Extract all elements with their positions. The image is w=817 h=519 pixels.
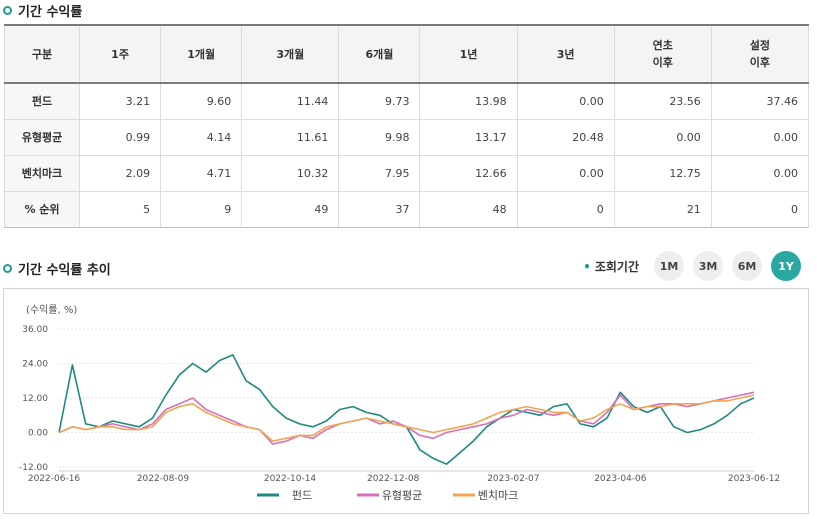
column-header: 3개월 — [241, 24, 340, 84]
table-cell: 13.98 — [419, 82, 518, 120]
column-header: 1년 — [419, 24, 518, 84]
period-button-3m[interactable]: 3M — [693, 251, 723, 281]
return-trend-chart: (수익률, %) 36.00 24.00 12.00 0.00 -12.00 2022-06… — [3, 288, 809, 514]
table-cell: 11.44 — [241, 82, 340, 120]
table-cell: 20.48 — [516, 118, 615, 156]
x-tick-label: 2023-06-12 — [728, 474, 780, 484]
table-cell: 48 — [419, 190, 518, 228]
table-cell: 0 — [710, 190, 810, 228]
bullet-circle-icon — [3, 264, 12, 273]
table-cell: 10.32 — [241, 154, 340, 192]
legend-label: 벤치마크 — [478, 489, 518, 502]
x-tick-label: 2022-10-14 — [264, 474, 317, 484]
table-header-row: 구분 1주 1개월 3개월 6개월 1년 3년 연초 이후 설정 이후 — [4, 24, 810, 84]
column-header: 3년 — [516, 24, 615, 84]
table-cell: 9.60 — [160, 82, 243, 120]
period-button-6m[interactable]: 6M — [732, 251, 762, 281]
x-tick-label: 2023-02-07 — [487, 474, 539, 484]
y-tick-label: 0.00 — [28, 429, 48, 439]
table-cell: 4.71 — [160, 154, 243, 192]
section-title-text: 기간 수익률 추이 — [18, 263, 111, 278]
table-cell: 9.73 — [338, 82, 421, 120]
table-cell: 13.17 — [419, 118, 518, 156]
table-cell: 0.00 — [516, 82, 615, 120]
table-cell: 0.00 — [516, 154, 615, 192]
table-cell: 7.95 — [338, 154, 421, 192]
table-cell: 4.14 — [160, 118, 243, 156]
period-selector: 조회기간 1M 3M 6M 1Y — [583, 251, 801, 281]
table-row: 벤치마크 2.09 4.71 10.32 7.95 12.66 0.00 12.75 0.00 — [4, 154, 810, 192]
x-tick-label: 2022-08-09 — [137, 474, 190, 484]
table-cell: 2.09 — [78, 154, 162, 192]
bullet-circle-icon — [3, 6, 12, 15]
x-tick-label: 2022-06-16 — [28, 474, 81, 484]
series-line-0 — [58, 354, 755, 465]
y-axis-label: (수익률, %) — [26, 304, 77, 316]
table-cell: 0.00 — [613, 118, 712, 156]
row-label: 펀드 — [4, 82, 80, 120]
column-header: 6개월 — [338, 24, 421, 84]
y-tick-label: -12.00 — [19, 463, 48, 473]
column-header: 연초 이후 — [613, 24, 712, 84]
series-line-2 — [58, 394, 755, 442]
table-row: 펀드 3.21 9.60 11.44 9.73 13.98 0.00 23.56 37.46 — [4, 82, 810, 120]
table-cell: 9 — [160, 190, 243, 228]
table-cell: 3.21 — [78, 82, 162, 120]
section-title-period-returns: 기간 수익률 — [3, 1, 82, 20]
table-cell: 0.00 — [710, 118, 810, 156]
period-button-1m[interactable]: 1M — [654, 251, 684, 281]
row-label: % 순위 — [4, 190, 80, 228]
table-cell: 37.46 — [710, 82, 810, 120]
table-cell: 12.75 — [613, 154, 712, 192]
row-label: 유형평균 — [4, 118, 80, 156]
legend-label: 유형평균 — [382, 489, 422, 502]
period-button-1y[interactable]: 1Y — [771, 251, 801, 281]
table-cell: 0 — [516, 190, 615, 228]
section-title-return-trend: 기간 수익률 추이 — [3, 259, 111, 278]
table-cell: 0.99 — [78, 118, 162, 156]
period-return-table: 구분 1주 1개월 3개월 6개월 1년 3년 연초 이후 설정 이후 펀드 3.21 9.60 11… — [4, 24, 810, 228]
table-cell: 12.66 — [419, 154, 518, 192]
legend-label: 펀드 — [292, 489, 312, 502]
table-cell: 21 — [613, 190, 712, 228]
y-tick-label: 24.00 — [22, 360, 48, 370]
table-row: % 순위 5 9 49 37 48 0 21 0 — [4, 190, 810, 228]
row-label: 벤치마크 — [4, 154, 80, 192]
column-header: 설정 이후 — [710, 24, 810, 84]
table-cell: 9.98 — [338, 118, 421, 156]
column-header: 1개월 — [160, 24, 243, 84]
table-cell: 11.61 — [241, 118, 340, 156]
table-cell: 0.00 — [710, 154, 810, 192]
table-cell: 49 — [241, 190, 340, 228]
period-label: 조회기간 — [583, 258, 639, 275]
column-header: 1주 — [78, 24, 162, 84]
column-header: 구분 — [4, 24, 80, 84]
chart-svg: (수익률, %) 36.00 24.00 12.00 0.00 -12.002022-06… — [19, 304, 780, 502]
table-cell: 5 — [78, 190, 162, 228]
table-cell: 37 — [338, 190, 421, 228]
table-row: 유형평균 0.99 4.14 11.61 9.98 13.17 20.48 0.00 0.00 — [4, 118, 810, 156]
x-tick-label: 2022-12-08 — [367, 474, 420, 484]
y-tick-label: 12.00 — [22, 394, 48, 404]
x-tick-label: 2023-04-06 — [594, 474, 647, 484]
section-title-text: 기간 수익률 — [18, 5, 83, 20]
table-cell: 23.56 — [613, 82, 712, 120]
y-tick-label: 36.00 — [22, 325, 48, 335]
